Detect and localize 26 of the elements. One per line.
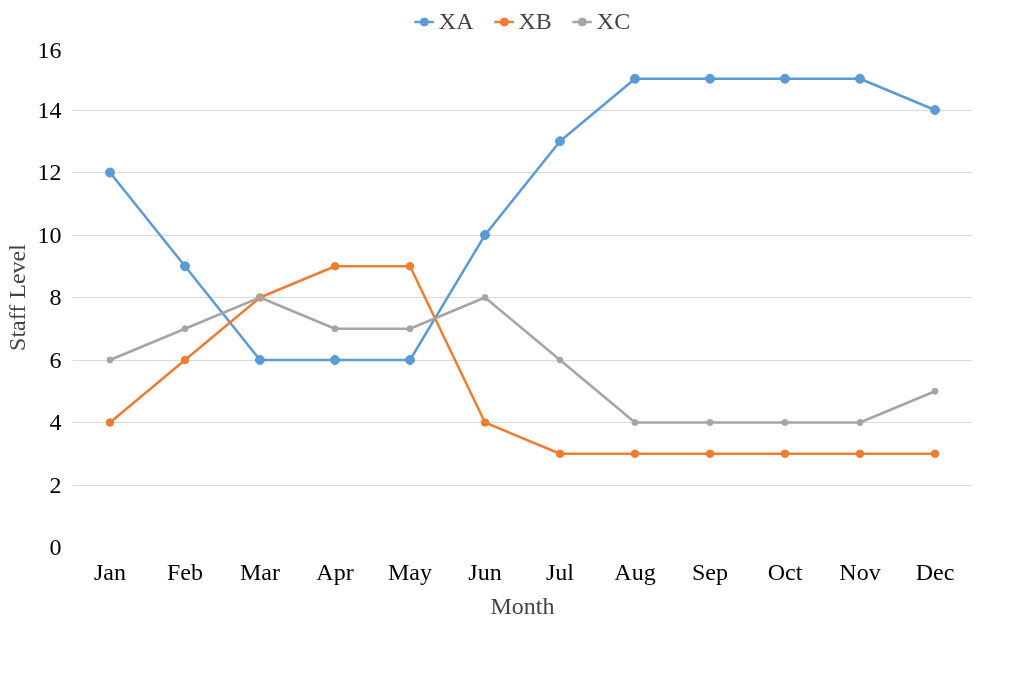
y-tick-label: 6 bbox=[49, 346, 62, 373]
y-tick-label: 2 bbox=[49, 471, 62, 498]
y-tick-label: 10 bbox=[37, 221, 62, 248]
y-axis-title: Staff Level bbox=[3, 243, 30, 351]
x-tick-label: Nov bbox=[839, 558, 881, 585]
legend-label: XA bbox=[438, 7, 474, 35]
y-tick-label: 0 bbox=[49, 534, 62, 560]
y-tick-label: 8 bbox=[49, 284, 62, 310]
y-tick-label: 14 bbox=[37, 96, 62, 123]
x-tick-label: Jun bbox=[468, 558, 502, 585]
legend-label: XB bbox=[518, 7, 552, 35]
x-tick-label: Dec bbox=[915, 558, 955, 585]
x-tick-label: Jul bbox=[546, 558, 575, 585]
x-tick-label: Jan bbox=[94, 558, 126, 585]
legend-label: XC bbox=[596, 7, 631, 35]
x-tick-label: Apr bbox=[316, 558, 354, 585]
x-axis-title: Month bbox=[490, 592, 555, 619]
y-tick-label: 4 bbox=[49, 409, 62, 435]
x-tick-label: May bbox=[388, 558, 432, 585]
x-tick-label: Feb bbox=[167, 558, 203, 585]
x-tick-label: Mar bbox=[240, 558, 280, 585]
y-tick-label: 12 bbox=[37, 159, 62, 185]
y-tick-label: 16 bbox=[37, 36, 62, 63]
x-tick-label: Oct bbox=[767, 558, 803, 585]
x-tick-label: Sep bbox=[692, 558, 728, 585]
x-tick-label: Aug bbox=[614, 558, 656, 585]
